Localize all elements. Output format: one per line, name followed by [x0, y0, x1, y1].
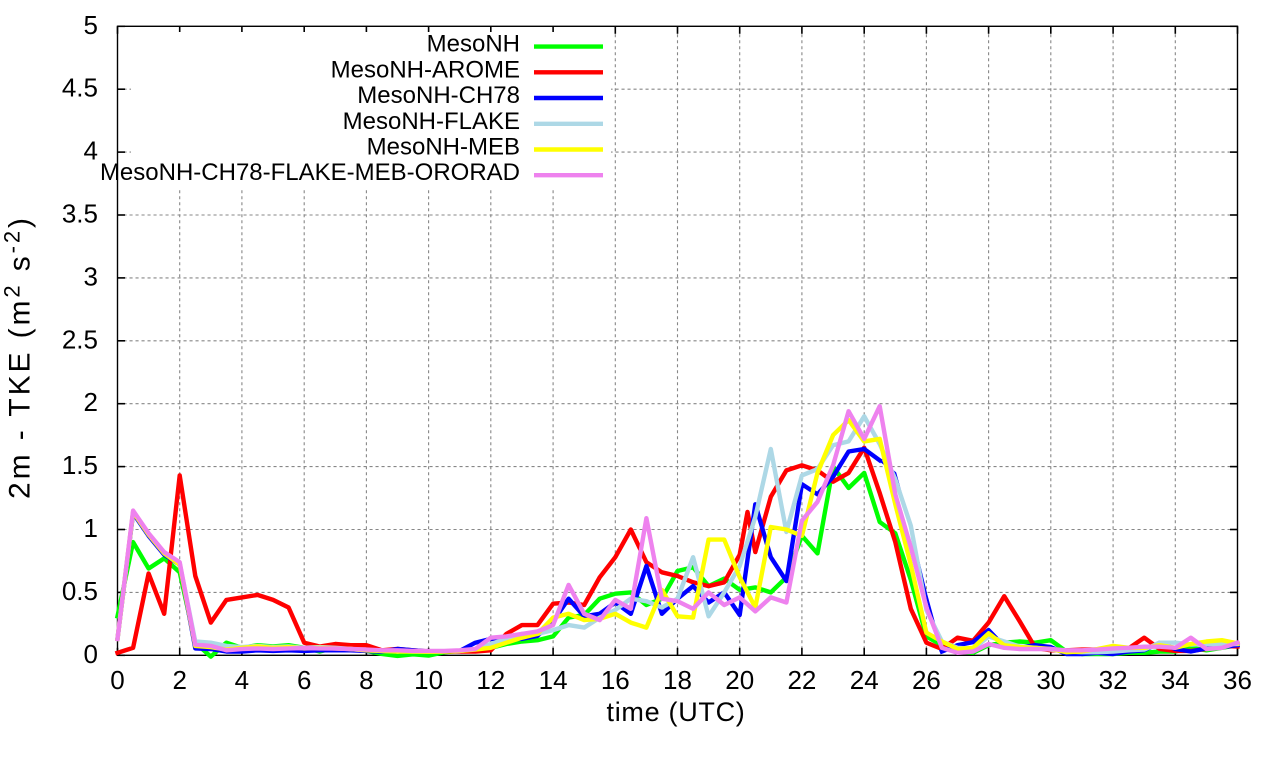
svg-text:30: 30 [1036, 665, 1065, 695]
svg-text:2: 2 [84, 387, 98, 417]
svg-text:18: 18 [663, 665, 692, 695]
svg-text:4: 4 [235, 665, 249, 695]
svg-text:MesoNH-FLAKE: MesoNH-FLAKE [343, 108, 520, 135]
svg-text:time (UTC): time (UTC) [607, 697, 746, 727]
svg-text:14: 14 [539, 665, 568, 695]
svg-text:34: 34 [1161, 665, 1190, 695]
svg-text:36: 36 [1223, 665, 1252, 695]
svg-text:16: 16 [601, 665, 630, 695]
svg-text:22: 22 [787, 665, 816, 695]
svg-text:4.5: 4.5 [62, 73, 98, 103]
svg-text:0: 0 [110, 665, 124, 695]
svg-text:1.5: 1.5 [62, 450, 98, 480]
svg-text:28: 28 [974, 665, 1003, 695]
svg-text:6: 6 [297, 665, 311, 695]
svg-text:MesoNH: MesoNH [427, 31, 520, 58]
svg-text:MesoNH-CH78-FLAKE-MEB-ORORAD: MesoNH-CH78-FLAKE-MEB-ORORAD [100, 159, 520, 186]
svg-text:3.5: 3.5 [62, 199, 98, 229]
svg-text:20: 20 [725, 665, 754, 695]
svg-text:2: 2 [172, 665, 186, 695]
svg-text:5: 5 [84, 10, 98, 40]
svg-text:26: 26 [912, 665, 941, 695]
svg-text:2m - TKE (m2 s-2): 2m - TKE (m2 s-2) [0, 215, 37, 499]
svg-text:12: 12 [476, 665, 505, 695]
svg-text:1: 1 [84, 513, 98, 543]
svg-text:0: 0 [84, 639, 98, 669]
svg-text:8: 8 [359, 665, 373, 695]
svg-text:0.5: 0.5 [62, 576, 98, 606]
svg-text:4: 4 [84, 136, 98, 166]
svg-text:MesoNH-AROME: MesoNH-AROME [331, 56, 520, 83]
svg-text:3: 3 [84, 261, 98, 291]
svg-text:MesoNH-MEB: MesoNH-MEB [367, 134, 520, 161]
svg-text:10: 10 [414, 665, 443, 695]
svg-text:MesoNH-CH78: MesoNH-CH78 [357, 82, 520, 109]
svg-text:32: 32 [1099, 665, 1128, 695]
svg-text:2.5: 2.5 [62, 324, 98, 354]
svg-text:24: 24 [850, 665, 879, 695]
